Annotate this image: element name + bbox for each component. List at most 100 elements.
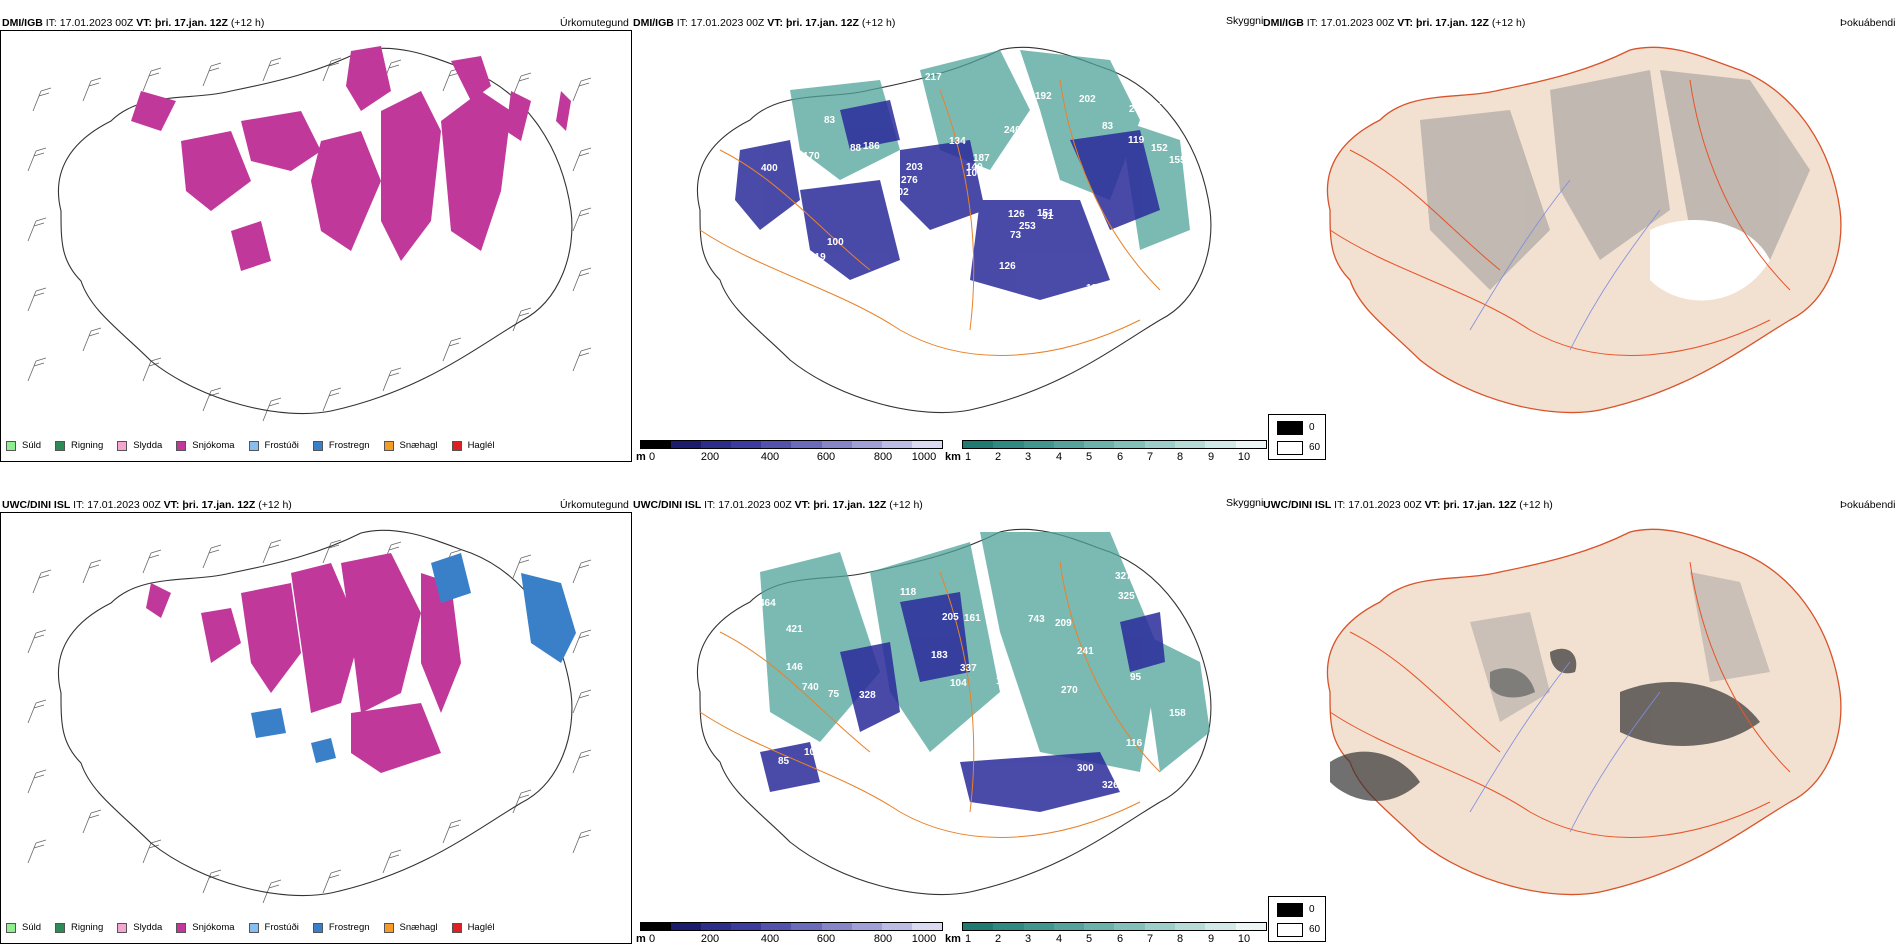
row1-precip-legend: Súld Rigning Slydda Snjókoma Frostúði Fr… <box>6 440 509 451</box>
row1-fog-header: DMI/IGB IT: 17.01.2023 00Z VT: þri. 17.j… <box>1263 17 1526 29</box>
legend-item: Haglél <box>451 922 495 933</box>
cloudbase-value-label: 124 <box>996 676 1013 687</box>
tick-label: 400 <box>760 451 780 463</box>
roads <box>699 79 1161 356</box>
cloudbase-value-label: 91 <box>1042 211 1054 222</box>
tick-label: 1 <box>964 451 972 463</box>
tick-label: 1 <box>964 933 972 945</box>
cloudbase-areas <box>760 592 1165 812</box>
legend-item: Frostúði <box>248 440 299 451</box>
cloudbase-value-label: 170 <box>803 151 820 162</box>
cloudbase-value-label: 253 <box>1019 221 1036 232</box>
cloudbase-value-label: 464 <box>759 598 776 609</box>
rivers <box>1469 179 1661 351</box>
legend-swatch-snow-pellets <box>383 440 394 451</box>
fog-index-light <box>1470 572 1770 722</box>
cloudbase-value-label: 205 <box>942 612 959 623</box>
tick-label: 6 <box>1116 451 1124 463</box>
cloudbase-value-label: 126 <box>1008 209 1025 220</box>
cloudbase-value-label: 297 <box>776 238 793 249</box>
legend-swatch-rain <box>55 440 66 451</box>
cloudbase-value-label: 142 <box>744 295 761 306</box>
cloudbase-value-label: 266 <box>915 115 932 126</box>
cloudbase-value-label: 337 <box>960 663 977 674</box>
cloudbase-value-label: 328 <box>859 690 876 701</box>
cloudbase-value-label: 95 <box>1130 672 1142 683</box>
cloudbase-value-label: 161 <box>964 613 981 624</box>
tick-label: 10 <box>1237 933 1251 945</box>
cloudbase-value-label: 376 <box>743 274 760 285</box>
cloudbase-value-label: 116 <box>1126 738 1143 749</box>
legend-swatch-hail <box>451 440 462 451</box>
legend-label: Slydda <box>133 440 163 451</box>
legend-item: Snæhagl <box>383 440 438 451</box>
legend-item: Slydda <box>117 440 162 451</box>
legend-item: Frostregn <box>312 922 370 933</box>
cloudbase-value-label: 79 <box>744 654 756 665</box>
legend-swatch-sleet <box>117 440 128 451</box>
cloudbase-value-label: 83 <box>824 115 836 126</box>
cloudbase-value-label: 400 <box>761 163 778 174</box>
row2-cloudbase-colorbar <box>640 922 943 931</box>
cloudbase-value-label: 85 <box>778 756 790 767</box>
snowfall-areas <box>131 46 571 271</box>
tick-label: 4 <box>1055 933 1063 945</box>
cloudbase-value-label: 240 <box>1004 125 1021 136</box>
cloudbase-value-label: 219 <box>809 252 826 263</box>
legend-item: Súld <box>6 440 41 451</box>
cloudbase-value-label: 203 <box>906 162 923 173</box>
legend-item: Snæhagl <box>383 922 438 933</box>
legend-swatch-drizzle <box>6 440 16 451</box>
row2-cloud-header: UWC/DINI ISL IT: 17.01.2023 00Z VT: þri.… <box>633 499 923 511</box>
cloudbase-value-label: 187 <box>1159 96 1176 107</box>
row1-cloudbase-colorbar <box>640 440 943 449</box>
cloudbase-value-label: 134 <box>949 136 966 147</box>
tick-label: 9 <box>1207 451 1215 463</box>
row2-fog-title: Þokuábendi <box>1840 499 1896 511</box>
row1-cloudbase-ticks: 0 200 400 600 800 1000 <box>640 451 943 465</box>
cloudbase-value-label: 217 <box>925 72 942 83</box>
cloudbase-value-label: 192 <box>1035 91 1052 102</box>
cloudbase-value-label: 743 <box>1028 614 1045 625</box>
row2-precip-legend: Súld Rigning Slydda Snjókoma Frostúði Fr… <box>6 922 509 933</box>
legend-swatch-freezing-drizzle <box>248 440 259 451</box>
legend-swatch-freezing-drizzle <box>248 922 259 933</box>
tick-label: 1000 <box>911 933 937 945</box>
roads <box>699 561 1161 838</box>
cloudbase-value-label: 326 <box>1102 780 1119 791</box>
legend-swatch-rain <box>55 922 66 933</box>
fog-index-shading <box>1330 648 1760 801</box>
cloudbase-value-label: 276 <box>901 175 918 186</box>
cloudbase-value-label: 241 <box>1077 646 1094 657</box>
legend-swatch-snow-pellets <box>383 922 394 933</box>
legend-label: Frostúði <box>264 922 299 933</box>
legend-swatch-drizzle <box>6 922 16 933</box>
cloudbase-value-label: 438 <box>783 287 800 298</box>
cloudbase-value-label: 459 <box>1001 705 1018 716</box>
cloudbase-areas <box>735 100 1160 300</box>
tick-label: 10 <box>1237 451 1251 463</box>
row2-precip-panel <box>0 512 632 944</box>
row2-precip-map <box>27 529 592 904</box>
tick-label: 9 <box>1207 933 1215 945</box>
fog-label: 0 <box>1309 422 1315 433</box>
tick-label: 0 <box>648 933 656 945</box>
roads <box>1329 79 1791 356</box>
tick-label: 2 <box>994 451 1002 463</box>
tick-label: 400 <box>760 933 780 945</box>
cloudbase-value-label: 106 <box>804 747 821 758</box>
row2-visibility-unit: km <box>945 933 961 945</box>
fog-swatch-60 <box>1277 441 1303 455</box>
tick-label: 800 <box>873 933 893 945</box>
legend-item: Frostúði <box>248 922 299 933</box>
row2-cloudbase-map: 326 740 459 464 116 421 106 328 209 205 743 300 559 1… <box>696 528 1212 896</box>
tick-label: 7 <box>1146 933 1154 945</box>
roads <box>1329 561 1791 838</box>
row1-visibility-unit: km <box>945 451 961 463</box>
freezing-rain-areas <box>251 553 576 763</box>
cloudbase-value-label: 107 <box>966 168 983 179</box>
row2-cloudbase-ticks: 0 200 400 600 800 1000 <box>640 933 943 947</box>
cloudbase-value-label: 209 <box>1055 618 1072 629</box>
row1-precip-header: DMI/IGB IT: 17.01.2023 00Z VT: þri. 17.j… <box>2 17 265 29</box>
cloudbase-value-label: 151 <box>1037 208 1054 219</box>
